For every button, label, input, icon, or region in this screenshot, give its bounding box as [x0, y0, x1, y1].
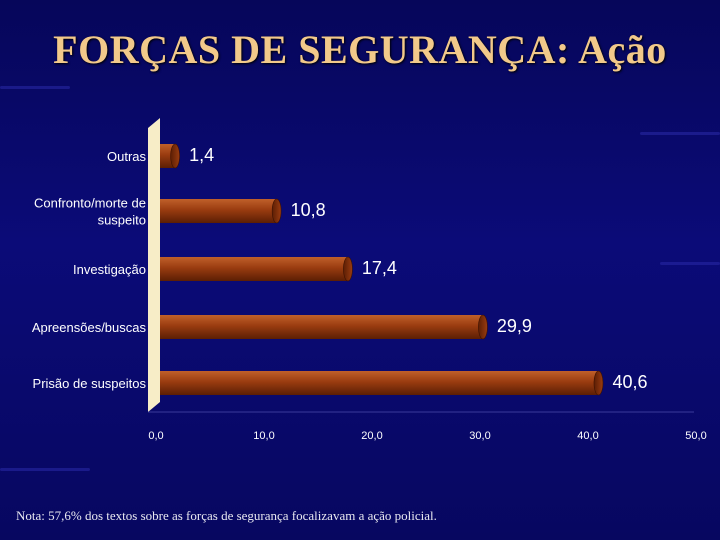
- category-label: Confronto/morte de: [34, 196, 146, 211]
- category-label: suspeito: [98, 213, 146, 228]
- data-label: 40,6: [612, 372, 647, 392]
- slide-title: FORÇAS DE SEGURANÇA: Ação: [53, 27, 667, 72]
- category-label: Outras: [107, 149, 147, 164]
- x-tick-label: 40,0: [577, 430, 598, 442]
- slide-note: Nota: 57,6% dos textos sobre as forças d…: [16, 508, 437, 523]
- category-label: Prisão de suspeitos: [33, 376, 147, 391]
- bar: [160, 257, 348, 281]
- x-tick-label: 10,0: [253, 430, 274, 442]
- axis-wall: [148, 118, 160, 412]
- x-tick-label: 0,0: [148, 430, 163, 442]
- bar-end-cap: [593, 370, 604, 396]
- data-label: 10,8: [291, 200, 326, 220]
- bar: [160, 315, 483, 339]
- bar: [160, 199, 277, 223]
- decorative-streak: [0, 468, 90, 471]
- x-tick-label: 50,0: [685, 430, 706, 442]
- x-tick-label: 30,0: [469, 430, 490, 442]
- category-label: Apreensões/buscas: [32, 320, 147, 335]
- decorative-streak: [640, 132, 720, 135]
- bar-end-cap: [478, 314, 488, 340]
- data-label: 17,4: [362, 258, 397, 278]
- category-label: Investigação: [73, 262, 146, 277]
- bar-end-cap: [343, 256, 353, 282]
- data-label: 1,4: [189, 145, 214, 165]
- data-label: 29,9: [497, 316, 532, 336]
- bar-end-cap: [170, 143, 180, 169]
- decorative-streak: [0, 86, 70, 89]
- bar: [160, 371, 599, 395]
- decorative-streak: [660, 262, 720, 265]
- bar-end-cap: [271, 198, 282, 224]
- x-tick-label: 20,0: [361, 430, 382, 442]
